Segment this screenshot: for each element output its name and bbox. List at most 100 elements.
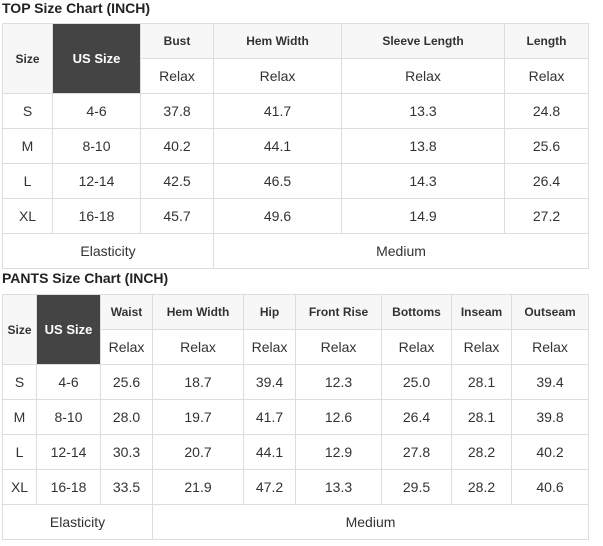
measurement-cell: 12.6	[295, 399, 382, 435]
us-size-cell: 8-10	[36, 399, 101, 435]
measurement-cell: 33.5	[100, 469, 153, 505]
measurement-cell: 27.2	[504, 198, 589, 234]
measurement-cell: 14.3	[341, 163, 505, 199]
measurement-cell: 13.3	[295, 469, 382, 505]
column-header: Waist	[100, 294, 153, 330]
measurement-cell: 13.3	[341, 93, 505, 129]
size-header: Size	[2, 23, 53, 94]
measurement-cell: 39.8	[511, 399, 589, 435]
column-header: Outseam	[511, 294, 589, 330]
measurement-cell: 28.1	[451, 399, 512, 435]
column-header: Length	[504, 23, 589, 59]
measurement-cell: 29.5	[381, 469, 452, 505]
fit-label: Relax	[341, 58, 505, 94]
table-row: S 4-6 25.6 18.7 39.4 12.3 25.0 28.1 39.4	[2, 364, 589, 400]
size-header: Size	[2, 294, 37, 365]
measurement-cell: 27.8	[381, 434, 452, 470]
elasticity-value: Medium	[213, 233, 589, 269]
measurement-cell: 14.9	[341, 198, 505, 234]
table-row: XL 16-18 45.7 49.6 14.9 27.2	[2, 198, 589, 234]
measurement-cell: 44.1	[213, 128, 342, 164]
fit-label: Relax	[100, 329, 153, 365]
fit-label: Relax	[152, 329, 244, 365]
measurement-cell: 12.9	[295, 434, 382, 470]
us-size-cell: 16-18	[36, 469, 101, 505]
measurement-cell: 40.2	[511, 434, 589, 470]
size-cell: S	[2, 364, 37, 400]
measurement-cell: 25.0	[381, 364, 452, 400]
measurement-cell: 45.7	[140, 198, 214, 234]
measurement-cell: 25.6	[100, 364, 153, 400]
size-cell: L	[2, 163, 53, 199]
us-size-header: US Size	[36, 294, 101, 365]
size-cell: L	[2, 434, 37, 470]
column-header: Front Rise	[295, 294, 382, 330]
fit-label: Relax	[451, 329, 512, 365]
us-size-cell: 4-6	[52, 93, 141, 129]
fit-label: Relax	[504, 58, 589, 94]
measurement-cell: 44.1	[243, 434, 296, 470]
us-size-cell: 4-6	[36, 364, 101, 400]
measurement-cell: 26.4	[381, 399, 452, 435]
size-cell: M	[2, 128, 53, 164]
fit-label: Relax	[511, 329, 589, 365]
size-cell: M	[2, 399, 37, 435]
measurement-cell: 46.5	[213, 163, 342, 199]
measurement-cell: 40.6	[511, 469, 589, 505]
table-row: XL 16-18 33.5 21.9 47.2 13.3 29.5 28.2 40.6	[2, 469, 589, 505]
measurement-cell: 47.2	[243, 469, 296, 505]
measurement-cell: 39.4	[511, 364, 589, 400]
top-size-table: Size US Size Bust Hem Width Sleeve Length Len…	[2, 23, 589, 269]
size-cell: XL	[2, 198, 53, 234]
table-row: L 12-14 30.3 20.7 44.1 12.9 27.8 28.2 40.2	[2, 434, 589, 470]
table-row: S 4-6 37.8 41.7 13.3 24.8	[2, 93, 589, 129]
elasticity-label: Elasticity	[2, 504, 153, 540]
us-size-cell: 12-14	[52, 163, 141, 199]
us-size-cell: 8-10	[52, 128, 141, 164]
measurement-cell: 18.7	[152, 364, 244, 400]
pants-size-table: Size US Size Waist Hem Width Hip Front Rise Bo…	[2, 294, 589, 540]
measurement-cell: 20.7	[152, 434, 244, 470]
measurement-cell: 28.2	[451, 434, 512, 470]
column-header: Hip	[243, 294, 296, 330]
pants-chart-title: PANTS Size Chart (INCH)	[2, 270, 169, 286]
measurement-cell: 26.4	[504, 163, 589, 199]
size-cell: S	[2, 93, 53, 129]
column-header: Hem Width	[152, 294, 244, 330]
us-size-header: US Size	[52, 23, 141, 94]
us-size-cell: 12-14	[36, 434, 101, 470]
measurement-cell: 24.8	[504, 93, 589, 129]
size-cell: XL	[2, 469, 37, 505]
table-row: L 12-14 42.5 46.5 14.3 26.4	[2, 163, 589, 199]
top-chart-title: TOP Size Chart (INCH)	[2, 0, 151, 16]
measurement-cell: 21.9	[152, 469, 244, 505]
fit-label: Relax	[381, 329, 452, 365]
measurement-cell: 25.6	[504, 128, 589, 164]
column-header: Hem Width	[213, 23, 342, 59]
fit-label: Relax	[213, 58, 342, 94]
fit-label: Relax	[243, 329, 296, 365]
elasticity-label: Elasticity	[2, 233, 214, 269]
column-header: Inseam	[451, 294, 512, 330]
fit-label: Relax	[295, 329, 382, 365]
measurement-cell: 28.2	[451, 469, 512, 505]
measurement-cell: 28.0	[100, 399, 153, 435]
measurement-cell: 40.2	[140, 128, 214, 164]
measurement-cell: 41.7	[213, 93, 342, 129]
measurement-cell: 30.3	[100, 434, 153, 470]
measurement-cell: 41.7	[243, 399, 296, 435]
measurement-cell: 19.7	[152, 399, 244, 435]
measurement-cell: 28.1	[451, 364, 512, 400]
elasticity-value: Medium	[152, 504, 589, 540]
table-row: M 8-10 40.2 44.1 13.8 25.6	[2, 128, 589, 164]
measurement-cell: 42.5	[140, 163, 214, 199]
measurement-cell: 13.8	[341, 128, 505, 164]
measurement-cell: 49.6	[213, 198, 342, 234]
table-row: M 8-10 28.0 19.7 41.7 12.6 26.4 28.1 39.8	[2, 399, 589, 435]
measurement-cell: 39.4	[243, 364, 296, 400]
column-header: Sleeve Length	[341, 23, 505, 59]
column-header: Bust	[140, 23, 214, 59]
measurement-cell: 12.3	[295, 364, 382, 400]
column-header: Bottoms	[381, 294, 452, 330]
fit-label: Relax	[140, 58, 214, 94]
